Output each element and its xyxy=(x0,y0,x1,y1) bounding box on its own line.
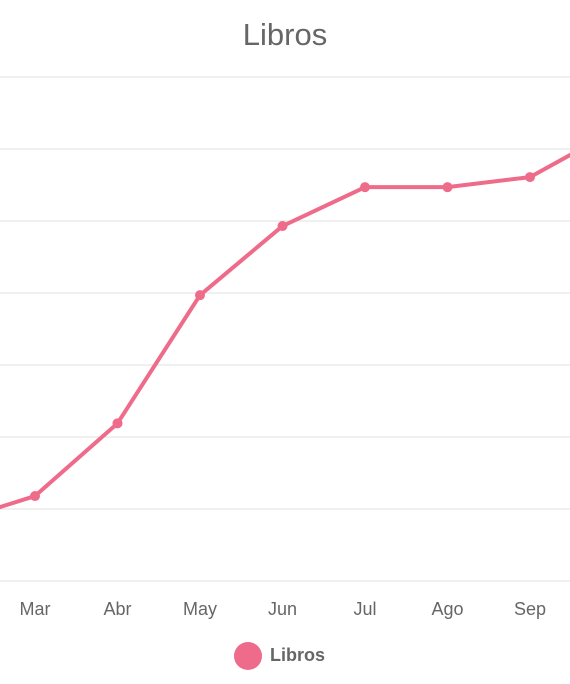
point xyxy=(30,491,40,502)
x-tick-label: Sep xyxy=(514,599,546,619)
chart-title: Libros xyxy=(243,17,327,52)
x-tick-label: Jun xyxy=(268,599,297,619)
x-tick-label: May xyxy=(183,599,217,619)
legend-swatch xyxy=(234,642,262,670)
x-tick-label: Jul xyxy=(353,599,376,619)
point xyxy=(525,172,535,183)
point xyxy=(195,290,205,301)
point xyxy=(277,221,288,232)
point xyxy=(442,182,453,193)
x-tick-label: Abr xyxy=(103,599,131,619)
point xyxy=(112,418,123,429)
legend-label: Libros xyxy=(270,645,325,665)
x-tick-label: Mar xyxy=(20,599,51,619)
x-tick-label: Ago xyxy=(431,599,463,619)
point xyxy=(360,182,370,193)
line xyxy=(0,152,570,510)
